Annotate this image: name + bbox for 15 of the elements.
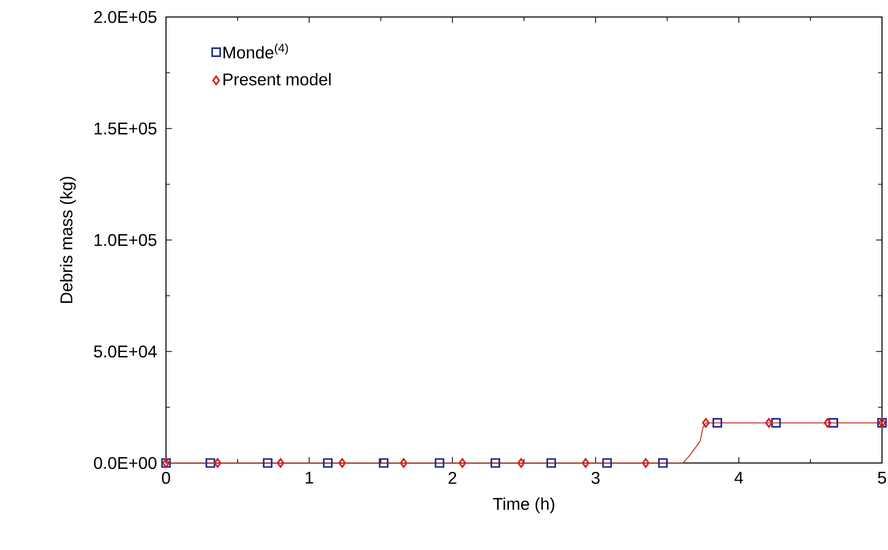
- x-tick-label: 5: [878, 472, 886, 484]
- legend-label: Present model: [224, 72, 331, 86]
- x-tick-label: 1: [306, 472, 314, 484]
- x-tick-label: 2: [448, 472, 456, 484]
- x-tick-label: 4: [734, 472, 744, 484]
- x-tick-label: 3: [592, 472, 600, 484]
- y-tick-label: 2.0E+05: [94, 10, 156, 24]
- y-tick-label: 0.0E+00: [94, 456, 156, 470]
- x-tick-label: 0: [162, 472, 170, 484]
- x-axis-title: Time (h): [493, 497, 554, 514]
- y-axis-title: Debris mass (kg): [60, 176, 76, 303]
- y-tick-label: 1.5E+05: [94, 122, 156, 135]
- legend-label: Monde$^{(4)}$: [224, 44, 288, 59]
- y-tick-label: 5.0E+04: [94, 345, 157, 358]
- y-tick-label: 1.0E+05: [94, 234, 156, 246]
